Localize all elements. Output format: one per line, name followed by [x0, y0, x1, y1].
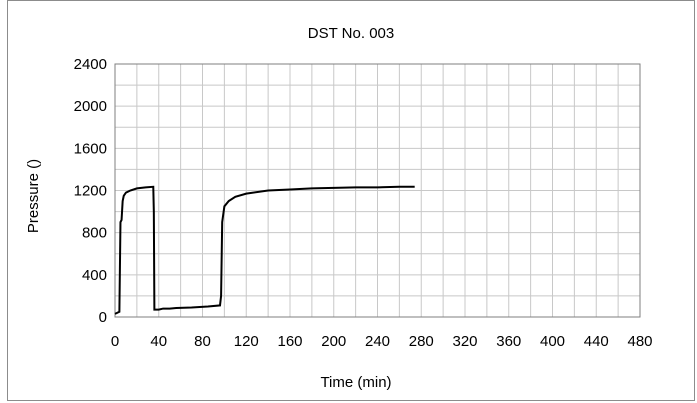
- x-tick-label: 160: [277, 333, 302, 350]
- x-tick-label: 40: [150, 333, 167, 350]
- x-tick-label: 280: [409, 333, 434, 350]
- chart-frame: [7, 0, 695, 401]
- y-tick-label: 2400: [74, 56, 107, 73]
- chart-title: DST No. 003: [308, 25, 394, 42]
- y-tick-label: 400: [82, 267, 107, 284]
- x-tick-label: 120: [234, 333, 259, 350]
- x-axis-label: Time (min): [320, 374, 391, 391]
- x-tick-label: 240: [365, 333, 390, 350]
- y-tick-label: 1200: [74, 183, 107, 200]
- x-tick-label: 80: [194, 333, 211, 350]
- y-tick-label: 1600: [74, 140, 107, 157]
- y-tick-label: 800: [82, 225, 107, 242]
- x-tick-label: 320: [452, 333, 477, 350]
- x-tick-label: 400: [540, 333, 565, 350]
- y-tick-label: 0: [99, 309, 107, 326]
- x-axis-ticks: 0 40 80 120 160 200 240 280 320 360 400 440 480: [111, 333, 653, 350]
- pressure-series-line: [114, 185, 415, 315]
- grid: [114, 63, 641, 318]
- y-axis-label: Pressure (): [25, 159, 42, 233]
- y-tick-label: 2000: [74, 98, 107, 115]
- x-tick-label: 480: [627, 333, 652, 350]
- x-tick-label: 360: [496, 333, 521, 350]
- y-axis-ticks: 0 400 800 1200 1600 2000 2400: [74, 56, 107, 326]
- x-tick-label: 200: [321, 333, 346, 350]
- x-tick-label: 440: [584, 333, 609, 350]
- plot-area: [114, 63, 641, 318]
- x-tick-label: 0: [111, 333, 119, 350]
